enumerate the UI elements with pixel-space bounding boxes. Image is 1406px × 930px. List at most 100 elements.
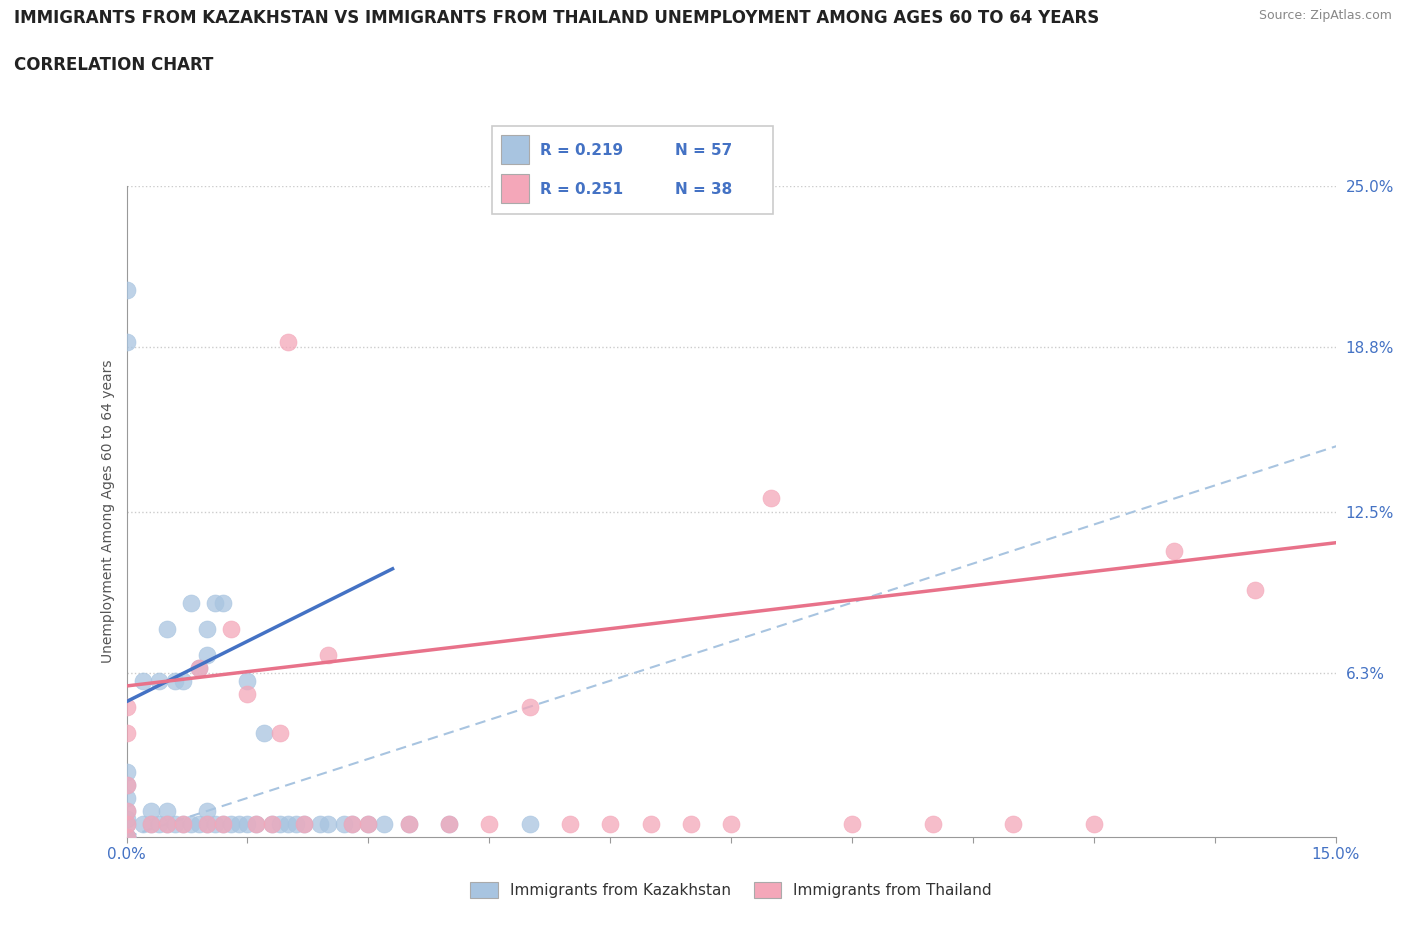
Point bbox=[172, 817, 194, 831]
Point bbox=[172, 817, 194, 831]
Point bbox=[156, 621, 179, 636]
Legend: Immigrants from Kazakhstan, Immigrants from Thailand: Immigrants from Kazakhstan, Immigrants f… bbox=[464, 876, 998, 904]
Point bbox=[139, 804, 162, 818]
Point bbox=[204, 817, 226, 831]
Point bbox=[115, 830, 138, 844]
Point bbox=[228, 817, 250, 831]
Point bbox=[599, 817, 621, 831]
Point bbox=[269, 725, 291, 740]
Point bbox=[115, 804, 138, 818]
Point bbox=[163, 673, 186, 688]
Point bbox=[195, 621, 218, 636]
Point bbox=[437, 817, 460, 831]
Point bbox=[131, 673, 153, 688]
Point bbox=[720, 817, 742, 831]
Point bbox=[188, 817, 211, 831]
Point bbox=[115, 699, 138, 714]
Point bbox=[316, 817, 339, 831]
Point bbox=[115, 811, 138, 826]
Text: IMMIGRANTS FROM KAZAKHSTAN VS IMMIGRANTS FROM THAILAND UNEMPLOYMENT AMONG AGES 6: IMMIGRANTS FROM KAZAKHSTAN VS IMMIGRANTS… bbox=[14, 9, 1099, 27]
Point bbox=[277, 335, 299, 350]
Point bbox=[761, 491, 783, 506]
Point bbox=[115, 830, 138, 844]
Point bbox=[212, 595, 235, 610]
Point bbox=[1002, 817, 1025, 831]
Point bbox=[115, 283, 138, 298]
Point bbox=[139, 817, 162, 831]
Point bbox=[292, 817, 315, 831]
Point bbox=[679, 817, 702, 831]
Point bbox=[269, 817, 291, 831]
Y-axis label: Unemployment Among Ages 60 to 64 years: Unemployment Among Ages 60 to 64 years bbox=[101, 360, 115, 663]
Point bbox=[252, 725, 274, 740]
Text: R = 0.251: R = 0.251 bbox=[540, 181, 623, 196]
Point bbox=[260, 817, 283, 831]
Point bbox=[115, 777, 138, 792]
Point bbox=[115, 804, 138, 818]
Point bbox=[148, 817, 170, 831]
Point bbox=[519, 699, 541, 714]
Point bbox=[195, 817, 218, 831]
FancyBboxPatch shape bbox=[501, 135, 529, 165]
Point bbox=[357, 817, 380, 831]
Point bbox=[156, 817, 179, 831]
Point bbox=[373, 817, 395, 831]
Point bbox=[115, 830, 138, 844]
Point bbox=[212, 817, 235, 831]
Point bbox=[212, 817, 235, 831]
Point bbox=[188, 660, 211, 675]
Point bbox=[316, 647, 339, 662]
Point bbox=[180, 595, 202, 610]
Point bbox=[342, 817, 364, 831]
Point bbox=[841, 817, 863, 831]
Point bbox=[195, 647, 218, 662]
Text: CORRELATION CHART: CORRELATION CHART bbox=[14, 56, 214, 73]
Point bbox=[236, 673, 259, 688]
Point bbox=[163, 817, 186, 831]
Point bbox=[131, 817, 153, 831]
FancyBboxPatch shape bbox=[501, 174, 529, 204]
Point bbox=[519, 817, 541, 831]
Point bbox=[115, 830, 138, 844]
Point bbox=[204, 595, 226, 610]
Point bbox=[115, 335, 138, 350]
Point bbox=[115, 830, 138, 844]
Point bbox=[156, 817, 179, 831]
Point bbox=[115, 817, 138, 831]
Point bbox=[245, 817, 267, 831]
Point bbox=[236, 817, 259, 831]
Text: N = 57: N = 57 bbox=[675, 143, 733, 158]
Point bbox=[221, 621, 243, 636]
Point bbox=[172, 673, 194, 688]
Point bbox=[115, 725, 138, 740]
Point bbox=[342, 817, 364, 831]
Point bbox=[357, 817, 380, 831]
FancyBboxPatch shape bbox=[492, 126, 773, 214]
Point bbox=[921, 817, 943, 831]
Point bbox=[236, 686, 259, 701]
Point bbox=[245, 817, 267, 831]
Point bbox=[115, 817, 138, 831]
Point bbox=[284, 817, 307, 831]
Point bbox=[195, 817, 218, 831]
Point bbox=[398, 817, 420, 831]
Point bbox=[1244, 582, 1267, 597]
Point bbox=[115, 764, 138, 779]
Point bbox=[398, 817, 420, 831]
Point bbox=[558, 817, 581, 831]
Point bbox=[115, 790, 138, 805]
Point bbox=[188, 660, 211, 675]
Point bbox=[195, 804, 218, 818]
Point bbox=[309, 817, 332, 831]
Point bbox=[148, 673, 170, 688]
Point bbox=[156, 804, 179, 818]
Point bbox=[640, 817, 662, 831]
Point bbox=[292, 817, 315, 831]
Point bbox=[1163, 543, 1185, 558]
Point bbox=[221, 817, 243, 831]
Text: Source: ZipAtlas.com: Source: ZipAtlas.com bbox=[1258, 9, 1392, 22]
Point bbox=[333, 817, 356, 831]
Point bbox=[139, 817, 162, 831]
Point bbox=[277, 817, 299, 831]
Text: R = 0.219: R = 0.219 bbox=[540, 143, 623, 158]
